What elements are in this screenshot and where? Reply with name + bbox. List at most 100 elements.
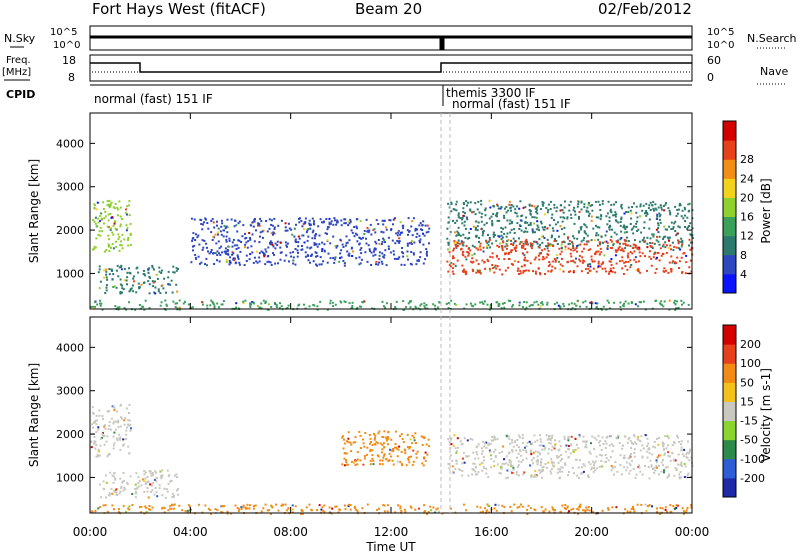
- echo-cell: [355, 508, 358, 511]
- echo-cell: [415, 236, 418, 238]
- echo-cell: [315, 252, 318, 255]
- echo-cell: [407, 302, 410, 305]
- echo-cell: [633, 250, 636, 253]
- echo-cell: [113, 431, 116, 434]
- colorbar-tick-label: -200: [740, 472, 765, 485]
- echo-cell: [505, 211, 508, 214]
- echo-cell: [108, 268, 111, 271]
- echo-cell: [308, 305, 311, 308]
- echo-cell: [124, 510, 127, 513]
- echo-cell: [675, 262, 678, 265]
- echo-cell: [500, 234, 503, 237]
- echo-cell: [339, 257, 342, 259]
- echo-cell: [535, 209, 538, 212]
- echo-cell: [551, 265, 554, 268]
- echo-cell: [400, 433, 403, 436]
- echo-cell: [411, 463, 414, 466]
- echo-cell: [380, 230, 383, 233]
- echo-cell: [578, 435, 581, 438]
- echo-cell: [669, 510, 672, 513]
- echo-cell: [604, 234, 607, 237]
- echo-cell: [228, 259, 231, 262]
- echo-cell: [541, 303, 544, 306]
- echo-cell: [489, 206, 492, 209]
- echo-cell: [114, 203, 117, 205]
- echo-cell: [606, 223, 609, 226]
- echo-cell: [539, 305, 542, 308]
- echo-cell: [510, 239, 513, 242]
- y-tick-label: 3000: [56, 385, 84, 398]
- echo-cell: [306, 229, 309, 232]
- echo-cell: [128, 505, 131, 508]
- echo-cell: [406, 229, 409, 232]
- echo-cell: [234, 262, 237, 265]
- echo-cell: [639, 215, 641, 218]
- echo-cell: [684, 272, 687, 275]
- echo-cell: [125, 429, 128, 432]
- echo-cell: [462, 270, 465, 273]
- echo-cell: [508, 458, 511, 461]
- echo-cell: [272, 231, 275, 234]
- echo-cell: [379, 459, 382, 462]
- echo-cell: [619, 220, 622, 223]
- echo-cell: [458, 233, 461, 236]
- echo-cell: [510, 209, 512, 212]
- echo-cell: [95, 444, 98, 446]
- echo-cell: [479, 506, 482, 509]
- echo-cell: [237, 246, 240, 249]
- echo-cell: [315, 263, 317, 266]
- echo-cell: [134, 496, 137, 499]
- echo-cell: [105, 276, 108, 279]
- echo-cell: [590, 466, 593, 469]
- echo-cell: [380, 260, 383, 263]
- echo-cell: [609, 210, 612, 213]
- echo-cell: [93, 442, 95, 445]
- echo-cell: [551, 462, 554, 465]
- echo-cell: [674, 467, 677, 469]
- echo-cell: [569, 200, 572, 203]
- echo-cell: [568, 471, 570, 473]
- echo-cell: [487, 442, 490, 445]
- echo-cell: [513, 260, 516, 263]
- echo-cell: [522, 244, 525, 247]
- echo-cell: [615, 250, 618, 253]
- echo-cell: [595, 234, 597, 237]
- echo-cell: [625, 461, 628, 464]
- echo-cell: [606, 435, 609, 438]
- echo-cell: [424, 258, 427, 261]
- echo-cell: [540, 220, 542, 223]
- echo-cell: [211, 239, 214, 241]
- echo-cell: [130, 427, 132, 430]
- echo-cell: [535, 475, 538, 478]
- echo-cell: [97, 221, 100, 224]
- echo-cell: [209, 304, 212, 307]
- echo-cell: [315, 233, 317, 235]
- echo-cell: [557, 468, 560, 470]
- echo-cell: [104, 424, 106, 427]
- echo-cell: [110, 201, 113, 204]
- echo-cell: [93, 247, 96, 250]
- echo-cell: [371, 444, 374, 447]
- echo-cell: [110, 488, 113, 490]
- echo-cell: [534, 231, 536, 234]
- echo-cell: [493, 271, 496, 274]
- echo-cell: [369, 250, 371, 253]
- echo-cell: [615, 262, 618, 265]
- echo-cell: [268, 218, 271, 221]
- echo-cell: [527, 243, 529, 246]
- echo-cell: [279, 258, 282, 261]
- echo-cell: [162, 506, 165, 509]
- echo-cell: [676, 256, 679, 259]
- echo-cell: [136, 266, 139, 269]
- echo-cell: [664, 246, 667, 249]
- echo-cell: [614, 254, 617, 257]
- echo-cell: [259, 235, 261, 238]
- echo-cell: [560, 204, 563, 207]
- echo-cell: [358, 242, 361, 245]
- echo-cell: [109, 212, 112, 215]
- echo-cell: [214, 233, 217, 236]
- echo-cell: [455, 462, 458, 465]
- echo-cell: [471, 268, 474, 271]
- echo-cell: [216, 231, 219, 234]
